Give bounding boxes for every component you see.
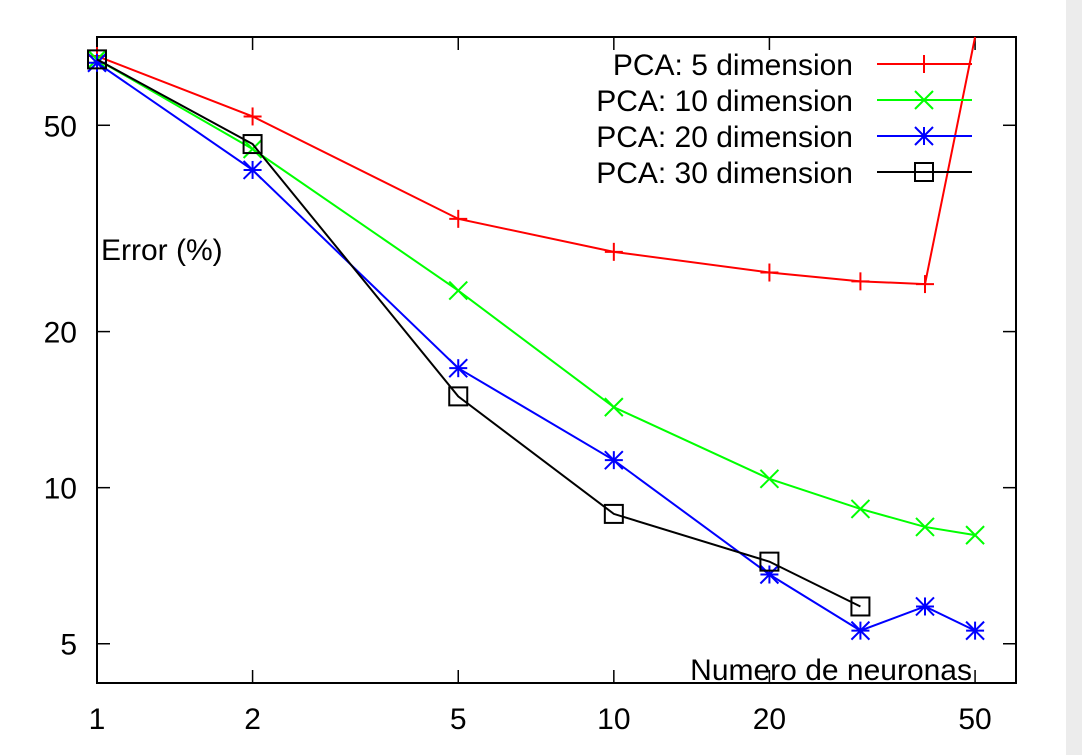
y-tick-label: 50	[44, 110, 77, 143]
scrollbar-track	[1066, 0, 1082, 755]
series-line	[96, 36, 977, 286]
data-point	[851, 272, 870, 291]
legend-item: PCA: 20 dimension	[596, 121, 972, 154]
x-axis-label: Numero de neuronas	[690, 654, 972, 687]
data-point	[915, 596, 935, 617]
x-tick-label: 10	[597, 703, 630, 736]
y-tick-label: 10	[44, 473, 77, 506]
data-point	[242, 134, 263, 155]
legend-marker	[914, 126, 934, 146]
data-point	[915, 517, 935, 537]
legend-label: PCA: 30 dimension	[596, 157, 853, 190]
data-point	[603, 503, 624, 524]
legend-label: PCA: 20 dimension	[596, 121, 853, 154]
series-group	[87, 36, 985, 641]
x-tick-label: 5	[450, 703, 467, 736]
data-point	[604, 397, 624, 417]
y-tick-label: 5	[60, 629, 77, 662]
legend-marker	[915, 55, 933, 73]
series-4	[87, 49, 871, 617]
data-point	[760, 263, 779, 282]
data-point	[915, 275, 934, 294]
legend-label: PCA: 10 dimension	[596, 85, 853, 118]
legend-marker	[914, 90, 934, 110]
y-tick-label: 20	[44, 317, 77, 350]
x-tick-label: 20	[753, 703, 786, 736]
plot-frame	[96, 36, 1017, 684]
legend-item: PCA: 10 dimension	[596, 85, 972, 118]
data-point	[850, 499, 871, 519]
data-point	[449, 209, 468, 228]
series-line	[96, 58, 976, 537]
data-point	[759, 551, 780, 572]
legend-item: PCA: 5 dimension	[613, 49, 972, 82]
legend-item: PCA: 30 dimension	[596, 157, 972, 190]
data-point	[850, 596, 871, 617]
data-point	[87, 49, 107, 70]
data-point	[243, 107, 262, 126]
data-point	[965, 620, 985, 641]
legend-marker	[914, 162, 934, 182]
series-line	[96, 58, 861, 608]
data-point	[965, 525, 985, 545]
data-point	[604, 450, 624, 470]
data-point	[759, 564, 780, 585]
data-point	[448, 280, 468, 301]
data-point	[448, 386, 469, 407]
x-tick-label: 1	[89, 703, 106, 736]
series-line	[96, 61, 976, 632]
data-point	[242, 160, 263, 180]
x-tick-label: 50	[958, 703, 991, 736]
data-point	[242, 139, 263, 159]
axis-ticks: 1 2 5 10 20 50 5 10 20 50	[44, 37, 1016, 736]
data-point	[759, 469, 780, 489]
series-3	[87, 53, 985, 641]
data-point	[850, 620, 871, 641]
x-tick-label: 2	[244, 703, 261, 736]
legend-label: PCA: 5 dimension	[613, 49, 853, 82]
data-point	[604, 242, 623, 261]
data-point	[448, 358, 468, 378]
y-axis-label: Error (%)	[101, 234, 223, 267]
